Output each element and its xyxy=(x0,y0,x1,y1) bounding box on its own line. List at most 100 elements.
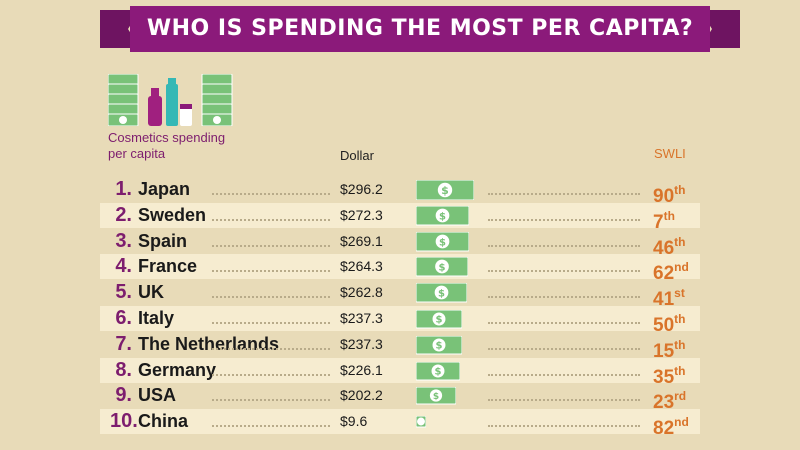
dotted-leader xyxy=(488,270,640,273)
dotted-leader xyxy=(488,425,640,428)
country-label: Germany xyxy=(138,359,217,380)
dollar-bill-stack-icon xyxy=(201,74,233,126)
rank-number: 1. xyxy=(115,178,132,200)
rank-number: 10. xyxy=(110,410,138,433)
country-label: Sweden xyxy=(138,204,207,225)
country-label: Japan xyxy=(138,179,191,199)
dollar-value-label: $262.8 xyxy=(340,284,383,301)
swli-rank-suffix: th xyxy=(674,337,686,352)
swli-rank-suffix: th xyxy=(674,183,686,197)
swli-rank-suffix: rd xyxy=(674,389,687,404)
country-label: France xyxy=(138,256,198,277)
swli-rank-suffix: th xyxy=(674,363,686,378)
cosmetics-bottles-icon xyxy=(148,78,192,126)
rank-number: 4. xyxy=(115,255,132,278)
rank-number: 9. xyxy=(115,384,132,407)
swli-rank-number: 82 xyxy=(653,418,675,440)
swli-rank: 41st xyxy=(653,280,685,310)
dotted-leader xyxy=(212,373,330,376)
table-row: 10. China $9.6 82nd xyxy=(100,409,700,439)
swli-rank-number: 90 xyxy=(653,186,675,207)
svg-text:$: $ xyxy=(441,184,449,197)
table-row: 2. Sweden $272.3 $7th xyxy=(100,202,700,233)
svg-text:$: $ xyxy=(436,340,443,351)
dollar-value-label: $296.2 xyxy=(340,181,383,197)
swli-rank-suffix: st xyxy=(674,286,685,301)
dotted-leader xyxy=(212,347,330,350)
table-row: 6. Italy $237.3 $50th xyxy=(100,306,700,336)
dollar-bill-bar: $ xyxy=(416,257,468,277)
svg-text:$: $ xyxy=(439,263,446,274)
dollar-bill-stack-icon xyxy=(108,74,139,126)
svg-text:$: $ xyxy=(438,288,445,299)
dollar-bill-bar: $ xyxy=(416,205,469,226)
dotted-leader xyxy=(488,244,640,247)
dollar-value-label: $264.3 xyxy=(340,258,383,275)
dollar-bill-bar: $ xyxy=(416,310,462,329)
rank-number: 5. xyxy=(115,281,132,304)
banner-ribbon xyxy=(100,6,740,52)
dollar-column-header: Dollar xyxy=(340,148,374,163)
swli-rank-number: 23 xyxy=(653,392,675,414)
swli-rank-suffix: th xyxy=(674,234,686,249)
dollar-value-label: $226.1 xyxy=(340,361,383,378)
dotted-leader xyxy=(212,425,330,428)
dotted-leader xyxy=(212,218,330,221)
swli-rank: 62nd xyxy=(653,254,689,284)
swli-rank-number: 41 xyxy=(653,289,675,311)
dotted-leader xyxy=(488,296,640,299)
swli-rank: 15th xyxy=(653,332,686,362)
swli-rank-number: 35 xyxy=(653,366,675,388)
country-label: Spain xyxy=(138,230,188,251)
dollar-bill-bar: $ xyxy=(416,180,474,200)
category-label: Cosmetics spending per capita xyxy=(108,130,288,162)
swli-column-header: SWLI xyxy=(654,146,686,161)
header-icons xyxy=(108,74,233,126)
dollar-value-label: $9.6 xyxy=(340,413,368,430)
dotted-leader xyxy=(488,399,640,402)
swli-rank-suffix: nd xyxy=(674,260,689,275)
rank-number: 2. xyxy=(115,203,132,226)
dollar-bill-bar: $ xyxy=(416,335,462,355)
dotted-leader xyxy=(488,373,640,376)
rank-number: 3. xyxy=(115,229,132,252)
dollar-value-label: $237.3 xyxy=(340,310,383,326)
country-label: Italy xyxy=(138,308,175,328)
category-label-line2: per capita xyxy=(108,146,166,161)
svg-text:$: $ xyxy=(436,315,443,326)
swli-rank-number: 62 xyxy=(653,263,675,285)
category-label-line1: Cosmetics spending xyxy=(108,130,226,145)
country-label: The Netherlands xyxy=(138,333,280,354)
table-row: 9. USA $202.2 $23rd xyxy=(100,383,700,413)
swli-rank: 46th xyxy=(653,229,686,259)
svg-text:$: $ xyxy=(433,392,439,402)
table-row: 8. Germany $226.1 $35th xyxy=(100,357,700,388)
table-row: 7. The Netherlands $237.3 $15th xyxy=(100,332,700,362)
swli-rank: 90th xyxy=(653,177,686,207)
swli-rank: 82nd xyxy=(653,409,689,439)
dotted-leader xyxy=(488,347,640,350)
swli-rank-suffix: th xyxy=(663,208,675,223)
swli-rank: 50th xyxy=(653,306,686,336)
dotted-leader xyxy=(212,296,330,299)
table-row: 3. Spain $269.1 $46th xyxy=(100,229,700,259)
table-row: 4. France $264.3 $62nd xyxy=(100,254,700,284)
svg-text:$: $ xyxy=(439,211,446,222)
swli-rank-number: 15 xyxy=(653,340,675,362)
dotted-leader xyxy=(212,399,330,402)
swli-rank: 7th xyxy=(653,203,675,233)
table-row: 1. Japan $296.2 $90th xyxy=(100,177,700,207)
swli-rank-number: 50 xyxy=(653,315,675,336)
swli-rank: 23rd xyxy=(653,383,687,413)
dotted-leader xyxy=(488,218,640,221)
svg-text:$: $ xyxy=(439,237,446,248)
dollar-bill-bar: $ xyxy=(416,387,456,405)
dotted-leader xyxy=(488,193,640,195)
country-label: UK xyxy=(138,282,164,303)
page-title: WHO IS SPENDING THE MOST PER CAPITA? xyxy=(146,16,694,41)
dollar-value-label: $269.1 xyxy=(340,232,383,249)
dollar-bill-bar xyxy=(416,416,426,428)
swli-rank-suffix: th xyxy=(674,312,686,326)
dollar-value-label: $272.3 xyxy=(340,206,383,223)
swli-rank-suffix: nd xyxy=(674,415,689,430)
